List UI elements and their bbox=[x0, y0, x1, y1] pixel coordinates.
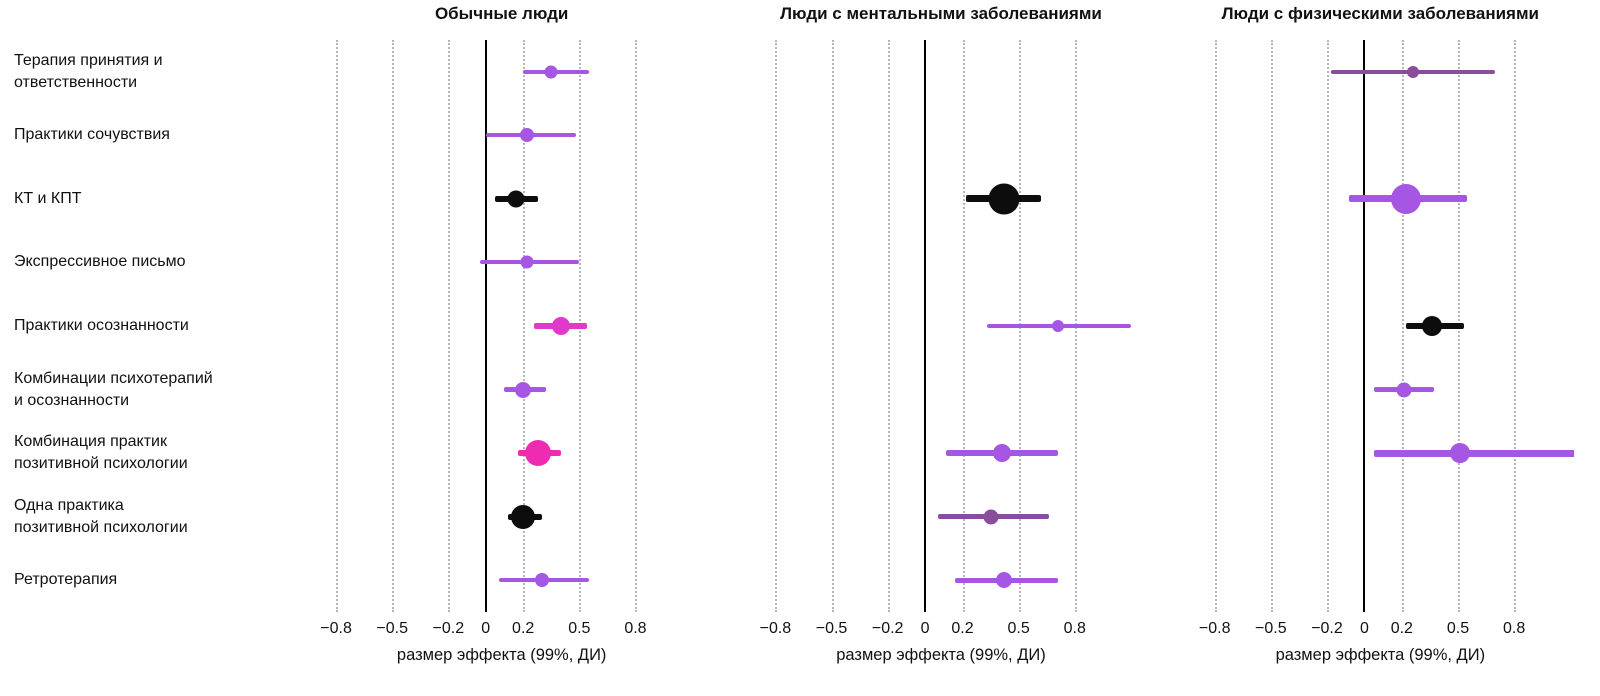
category-label: Одна практика позитивной психологии bbox=[14, 495, 188, 539]
zero-line bbox=[484, 40, 487, 612]
tick-label: 0.2 bbox=[1390, 620, 1413, 637]
effect-size-point bbox=[1390, 183, 1421, 214]
tick-label: 0.5 bbox=[568, 620, 591, 637]
axis-ticks: −0.8 −0.5 −0.2 0 0.2 0.5 0.8 bbox=[308, 612, 695, 644]
tick-label: −0.5 bbox=[376, 620, 408, 637]
tick-label: −0.2 bbox=[871, 620, 904, 637]
category-label: Комбинация практик позитивной психологии bbox=[14, 431, 188, 475]
tick-label: 0 bbox=[481, 620, 491, 637]
plot-area bbox=[308, 40, 695, 612]
plot-area bbox=[1187, 40, 1574, 612]
category-label: Терапия принятия и ответственности bbox=[14, 50, 163, 94]
effect-size-point bbox=[1396, 382, 1412, 398]
panel: Люди с ментальными заболеваниями −0.8 −0.5… bbox=[721, 0, 1160, 696]
category-label-line: ответственности bbox=[14, 73, 138, 91]
gridline bbox=[336, 40, 339, 612]
effect-size-point bbox=[511, 504, 536, 529]
tick-label: −0.2 bbox=[432, 620, 465, 637]
effect-size-point bbox=[1449, 443, 1470, 464]
category-label-line: Экспрессивное письмо bbox=[14, 253, 186, 271]
tick-label: 0 bbox=[1359, 620, 1369, 637]
tick-label: −0.8 bbox=[1198, 620, 1231, 637]
category-label: Ретротерапия bbox=[14, 569, 117, 591]
tick-label: −0.8 bbox=[759, 620, 792, 637]
gridline bbox=[1514, 40, 1517, 612]
gridline bbox=[887, 40, 890, 612]
effect-size-point bbox=[515, 381, 532, 398]
plot-area bbox=[747, 40, 1134, 612]
gridline bbox=[523, 40, 526, 612]
panel-title: Люди с ментальными заболеваниями bbox=[780, 4, 1102, 23]
category-label-line: позитивной психологии bbox=[14, 518, 188, 536]
effect-size-point bbox=[544, 65, 558, 79]
panel: Люди с физическими заболеваниями −0.8 −0.5… bbox=[1161, 0, 1600, 696]
confidence-interval-line bbox=[1373, 449, 1574, 457]
category-label-line: Практики осознанности bbox=[14, 316, 189, 334]
category-label-line: Комбинация практик bbox=[14, 433, 167, 451]
category-label: Практики осознанности bbox=[14, 315, 189, 337]
category-label-line: позитивной психологии bbox=[14, 455, 188, 473]
tick-label: 0.8 bbox=[624, 620, 647, 637]
effect-size-point bbox=[507, 190, 525, 208]
axis-ticks: −0.8 −0.5 −0.2 0 0.2 0.5 0.8 bbox=[1187, 612, 1574, 644]
x-axis-label: размер эффекта (99%, ДИ) bbox=[836, 646, 1046, 664]
tick-label: 0.5 bbox=[1007, 620, 1030, 637]
category-label: Практики сочувствия bbox=[14, 124, 170, 146]
category-label-line: КТ и КПТ bbox=[14, 189, 82, 207]
category-label-line: Ретротерапия bbox=[14, 571, 118, 589]
tick-label: 0.2 bbox=[512, 620, 535, 637]
tick-label: −0.8 bbox=[320, 620, 352, 637]
category-label-line: Комбинации психотерапий bbox=[14, 369, 213, 387]
tick-label: 0.8 bbox=[1063, 620, 1086, 637]
x-axis-label: размер эффекта (99%, ДИ) bbox=[396, 646, 607, 664]
zero-line bbox=[1363, 40, 1366, 612]
effect-size-point bbox=[995, 572, 1012, 589]
effect-size-point bbox=[525, 440, 552, 467]
panels: Обычные люди −0.8 −0.5 −0.2 0 0.2 0.5 0.8 размер… bbox=[282, 0, 1600, 696]
gridline bbox=[775, 40, 778, 612]
effect-size-point bbox=[519, 128, 534, 143]
panel-title: Обычные люди bbox=[434, 4, 569, 23]
tick-label: −0.5 bbox=[1255, 620, 1287, 637]
tick-label: 0.5 bbox=[1446, 620, 1470, 637]
gridline bbox=[1214, 40, 1217, 612]
effect-size-point bbox=[520, 255, 534, 269]
effect-size-point bbox=[534, 573, 549, 588]
effect-size-point bbox=[1407, 65, 1420, 78]
tick-label: 0 bbox=[920, 620, 930, 637]
gridline bbox=[1401, 40, 1404, 612]
category-label: Экспрессивное письмо bbox=[14, 251, 186, 273]
tick-label: 0.8 bbox=[1502, 620, 1526, 637]
effect-size-point bbox=[551, 317, 570, 335]
tick-label: 0.2 bbox=[951, 620, 974, 637]
category-label-line: Одна практика bbox=[14, 496, 124, 514]
category-labels: Терапия принятия и ответственности Практик… bbox=[0, 40, 282, 612]
category-label-line: Практики сочувствия bbox=[14, 126, 170, 144]
gridline bbox=[1326, 40, 1329, 612]
panel-title: Люди с физическими заболеваниями bbox=[1221, 4, 1539, 23]
effect-size-point bbox=[983, 509, 999, 525]
gridline bbox=[962, 40, 965, 612]
effect-size-point bbox=[1051, 320, 1064, 332]
gridline bbox=[448, 40, 451, 612]
gridline bbox=[392, 40, 395, 612]
effect-size-point bbox=[992, 444, 1011, 463]
tick-label: −0.2 bbox=[1311, 620, 1343, 637]
effect-size-point bbox=[1421, 316, 1442, 336]
tick-label: −0.5 bbox=[815, 620, 848, 637]
x-axis-label: размер эффекта (99%, ДИ) bbox=[1275, 646, 1486, 664]
gridline bbox=[831, 40, 834, 612]
panel: Обычные люди −0.8 −0.5 −0.2 0 0.2 0.5 0.8 размер… bbox=[282, 0, 721, 696]
effect-size-point bbox=[988, 183, 1020, 215]
category-label-line: и осознанности bbox=[14, 391, 130, 409]
category-label: Комбинации психотерапий и осознанности bbox=[14, 367, 213, 411]
zero-line bbox=[924, 40, 927, 612]
category-label-line: Терапия принятия и bbox=[14, 51, 163, 69]
gridline bbox=[1270, 40, 1273, 612]
category-label: КТ и КПТ bbox=[14, 188, 82, 210]
gridline bbox=[635, 40, 638, 612]
axis-ticks: −0.8 −0.5 −0.2 0 0.2 0.5 0.8 bbox=[747, 612, 1134, 644]
